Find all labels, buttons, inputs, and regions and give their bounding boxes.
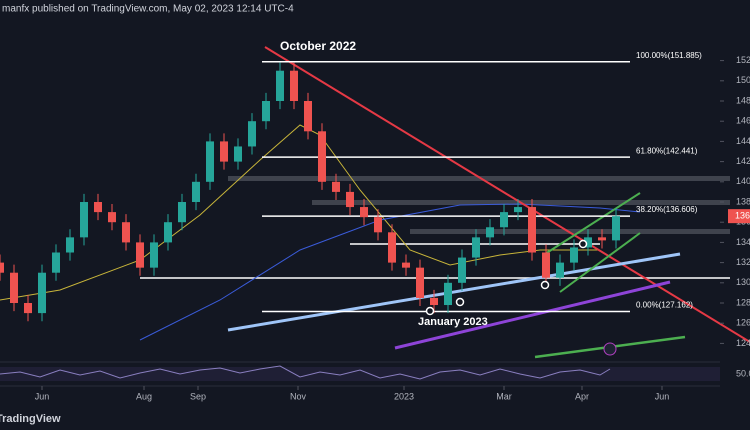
y-tick-label: 124: [736, 338, 750, 348]
annotation: January 2023: [418, 316, 488, 328]
x-tick-label: Apr: [575, 391, 589, 401]
x-tick-label: Jun: [655, 391, 670, 401]
candle-body: [52, 252, 60, 273]
channel-line: [559, 232, 641, 293]
candle-body: [528, 207, 536, 253]
y-tick-label: 140: [736, 176, 750, 186]
y-tick-label: 142: [736, 156, 750, 166]
x-tick-label: 2023: [394, 391, 414, 401]
fib-label: 100.00%(151.885): [636, 51, 702, 60]
candle-body: [178, 202, 186, 223]
pivot-marker: [455, 297, 465, 307]
candle-body: [472, 237, 480, 258]
fib-label: 0.00%(127.162): [636, 301, 693, 310]
x-tick-label: Aug: [136, 391, 152, 401]
candle-body: [24, 303, 32, 314]
y-tick-label: 134: [736, 237, 750, 247]
candle-body: [234, 146, 242, 162]
candle-body: [94, 202, 102, 213]
price-tag: [728, 209, 750, 224]
candle-body: [444, 282, 452, 306]
header: manfx published on TradingView.com, May …: [2, 4, 294, 15]
y-tick-label: 144: [736, 136, 750, 146]
annotation: October 2022: [280, 39, 356, 53]
channel-line: [544, 192, 641, 255]
candle-body: [136, 242, 144, 268]
y-tick-label: 148: [736, 95, 750, 105]
candle-body: [500, 212, 508, 228]
candle-body: [486, 227, 494, 238]
pivot-marker: [578, 239, 588, 249]
candle-body: [248, 121, 256, 147]
y-tick-label: 128: [736, 297, 750, 307]
candle-body: [206, 141, 214, 182]
candle-body: [584, 237, 592, 248]
y-tick-label: 146: [736, 116, 750, 126]
candle-body: [150, 242, 158, 268]
candle-body: [388, 232, 396, 263]
candle-body: [38, 272, 46, 314]
candle-body: [80, 202, 88, 238]
y-tick-label: 132: [736, 257, 750, 267]
candle-body: [402, 262, 410, 268]
y-tick-label: 130: [736, 277, 750, 287]
pivot-marker: [425, 306, 435, 316]
y-tick-label: 150: [736, 75, 750, 85]
candle-body: [108, 212, 116, 223]
trend-line: [394, 280, 671, 350]
price-tag-label: 136: [735, 211, 750, 221]
trend-line: [227, 252, 681, 332]
candle-body: [374, 217, 382, 233]
y-tick-label: 152: [736, 55, 750, 65]
candle-body: [416, 267, 424, 298]
candle-body: [598, 237, 606, 241]
icon: [603, 342, 617, 356]
candle-body: [122, 222, 130, 243]
candle-body: [262, 101, 270, 122]
candle-body: [514, 207, 522, 213]
candle-body: [304, 101, 312, 132]
candle-body: [192, 181, 200, 203]
zone: [228, 176, 730, 181]
moving-average: [0, 124, 600, 301]
candle-body: [430, 297, 438, 306]
candle-body: [220, 141, 228, 162]
rsi-line: [0, 365, 611, 380]
rsi-panel: 50.0: [0, 361, 750, 381]
candle-body: [0, 262, 4, 273]
candle-body: [276, 70, 284, 102]
fib-label: 61.80%(142.441): [636, 146, 698, 155]
candle-body: [66, 237, 74, 253]
x-tick-label: Jun: [35, 391, 50, 401]
candle-body: [318, 131, 326, 182]
candle-body: [570, 247, 578, 263]
pivot-marker: [540, 280, 550, 290]
candle-body: [10, 272, 18, 304]
y-tick-label: 126: [736, 318, 750, 328]
y-tick-label: 138: [736, 196, 750, 206]
x-tick-label: Mar: [496, 391, 512, 401]
candle-body: [360, 207, 368, 218]
candle-body: [290, 70, 298, 102]
candle-body: [164, 222, 172, 243]
drawings: [0, 46, 750, 359]
rsi-label: 50.0: [736, 368, 750, 378]
fib-label: 38.20%(136.606): [636, 205, 698, 214]
candle-body: [332, 181, 340, 192]
candle-body: [458, 257, 466, 283]
candle-body: [556, 262, 564, 278]
candle-body: [612, 216, 620, 241]
candle-body: [346, 191, 354, 208]
watermark: TradingView: [0, 413, 61, 425]
x-tick-label: Nov: [290, 391, 307, 401]
moving-average: [139, 203, 641, 341]
x-tick-label: Sep: [190, 391, 206, 401]
trend-line: [264, 46, 750, 343]
candle-body: [542, 252, 550, 278]
